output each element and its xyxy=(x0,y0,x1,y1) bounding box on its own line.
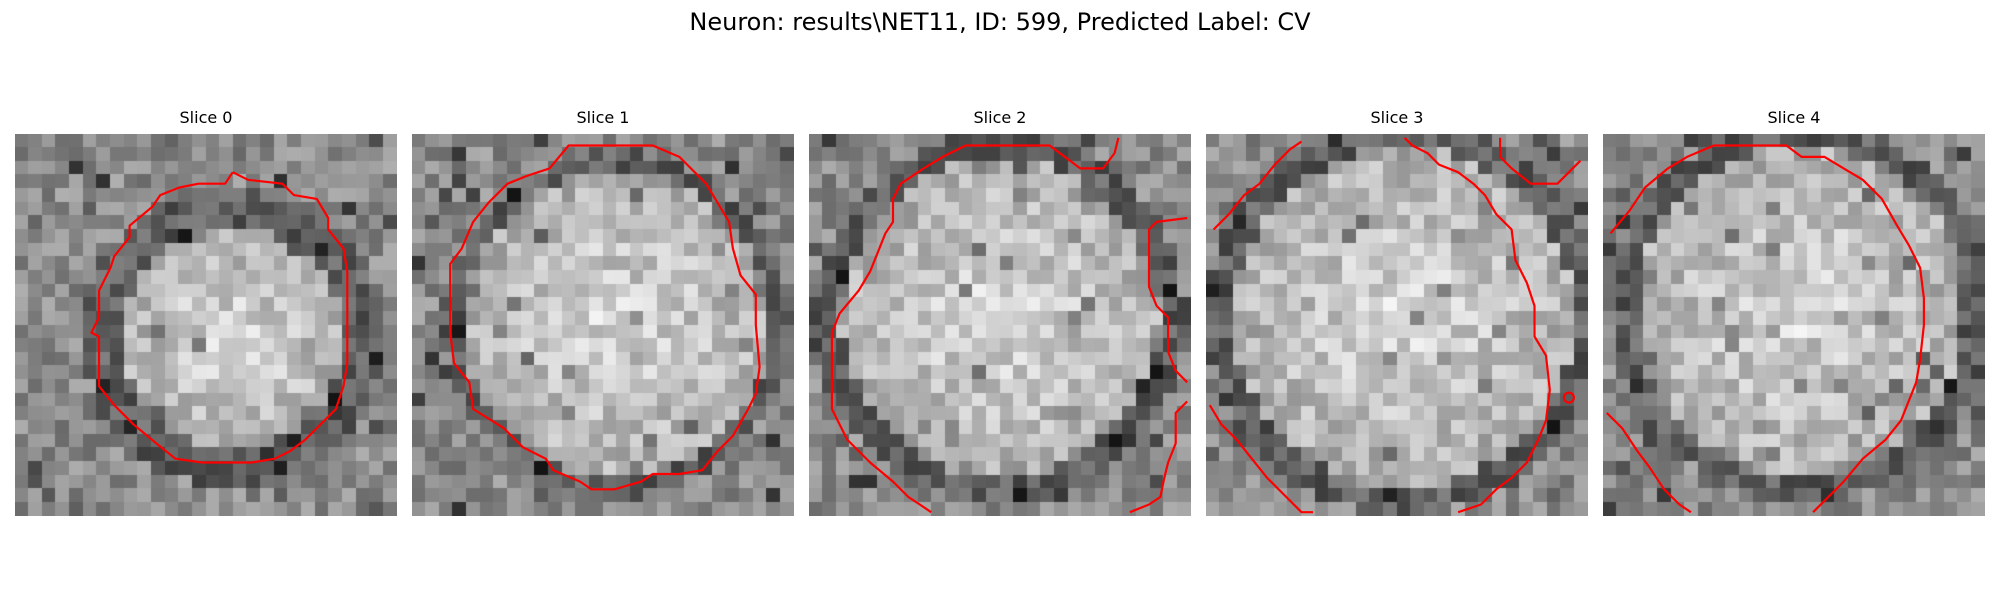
slice-panel-1: Slice 1 xyxy=(412,108,794,516)
slice-image-3 xyxy=(1206,134,1588,516)
slice-title-2: Slice 2 xyxy=(973,108,1027,127)
segmentation-contour-3-dot xyxy=(1562,391,1575,404)
slice-panel-4: Slice 4 xyxy=(1603,108,1985,516)
segmentation-overlay-3 xyxy=(1208,137,1582,514)
segmentation-contour-3-0 xyxy=(1212,140,1303,231)
segmentation-contour-4-1 xyxy=(1606,412,1692,514)
slice-title-3: Slice 3 xyxy=(1370,108,1424,127)
slice-panel-3: Slice 3 xyxy=(1206,108,1588,516)
slice-title-1: Slice 1 xyxy=(576,108,630,127)
segmentation-contour-2-1 xyxy=(1147,216,1188,384)
slice-image-2 xyxy=(809,134,1191,516)
figure-title: Neuron: results\NET11, ID: 599, Predicte… xyxy=(689,8,1311,36)
segmentation-contour-2-0 xyxy=(830,137,1120,514)
slice-image-0 xyxy=(15,134,397,516)
segmentation-contour-3-1 xyxy=(1403,137,1551,514)
segmentation-overlay-1 xyxy=(449,144,761,491)
slice-panel-0: Slice 0 xyxy=(15,108,397,516)
segmentation-contour-0-0 xyxy=(90,171,349,464)
segmentation-contour-2-2 xyxy=(1129,400,1188,514)
segmentation-contour-4-0 xyxy=(1609,144,1925,513)
segmentation-contour-3-2 xyxy=(1499,137,1582,185)
segmentation-contour-3-3 xyxy=(1208,404,1313,514)
segmentation-overlay-0 xyxy=(90,171,349,464)
segmentation-overlay-2 xyxy=(830,137,1188,514)
segmentation-contour-1-0 xyxy=(449,144,761,491)
slice-title-4: Slice 4 xyxy=(1767,108,1821,127)
segmentation-overlay-4 xyxy=(1606,144,1925,514)
slice-title-0: Slice 0 xyxy=(179,108,233,127)
slice-image-4 xyxy=(1603,134,1985,516)
slice-image-1 xyxy=(412,134,794,516)
slice-panel-2: Slice 2 xyxy=(809,108,1191,516)
